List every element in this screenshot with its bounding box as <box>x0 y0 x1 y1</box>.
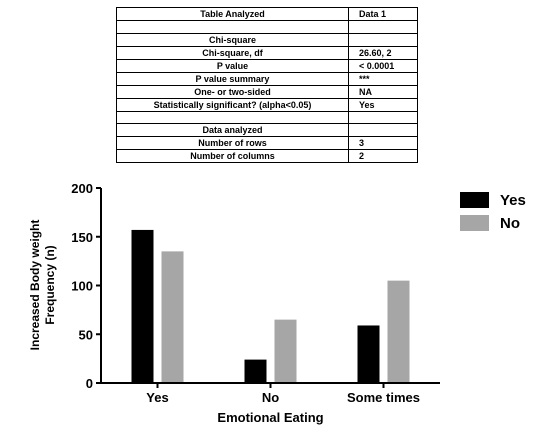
bar-no <box>161 251 184 383</box>
table-row: P value summary *** <box>116 71 418 86</box>
legend-label: No <box>500 215 520 232</box>
y-tick-label: 150 <box>71 230 93 245</box>
x-tick-label: Yes <box>146 390 168 405</box>
table-row: Number of columns 2 <box>116 149 418 163</box>
legend-swatch <box>460 192 489 208</box>
table-row-label: Number of columns <box>116 149 349 163</box>
x-tick-label: No <box>262 390 279 405</box>
table-row-value: Yes <box>348 97 418 112</box>
table-row: One- or two-sided NA <box>116 84 418 99</box>
y-axis-title: Increased Body weight <box>28 220 42 351</box>
table-row-value: Data 1 <box>348 7 418 21</box>
table-row: Chi-square, df 26.60, 2 <box>116 45 418 60</box>
table-row: Table Analyzed Data 1 <box>116 7 418 21</box>
bar-yes <box>357 325 380 383</box>
y-tick-label: 200 <box>71 181 93 196</box>
y-tick-label: 50 <box>79 327 93 342</box>
table-row-label: Table Analyzed <box>116 7 349 21</box>
bar-no <box>387 280 410 383</box>
legend-label: Yes <box>500 192 526 209</box>
bars-group <box>131 229 410 383</box>
axes-group <box>96 187 440 388</box>
table-row-label: Statistically significant? (alpha<0.05) <box>116 97 349 112</box>
x-axis-title: Emotional Eating <box>217 410 323 425</box>
y-axis-title: Frequency (n) <box>43 245 57 324</box>
analysis-summary-table: Table Analyzed Data 1 Chi-square Chi-square… <box>116 7 418 163</box>
legend-swatch <box>460 215 489 231</box>
table-row-value: 2 <box>348 149 418 163</box>
bar-yes <box>244 359 267 383</box>
bar-yes <box>131 229 154 383</box>
table-row: Statistically significant? (alpha<0.05) Y… <box>116 97 418 112</box>
bar-no <box>274 319 297 383</box>
x-tick-label: Some times <box>347 390 420 405</box>
y-tick-label: 100 <box>71 279 93 294</box>
legend: Yes No <box>460 192 526 232</box>
labels-group: Yes No Some times 0 50 100 150 200 Emotional Eat… <box>28 181 420 425</box>
table-row <box>116 20 418 34</box>
y-tick-label: 0 <box>86 376 93 391</box>
